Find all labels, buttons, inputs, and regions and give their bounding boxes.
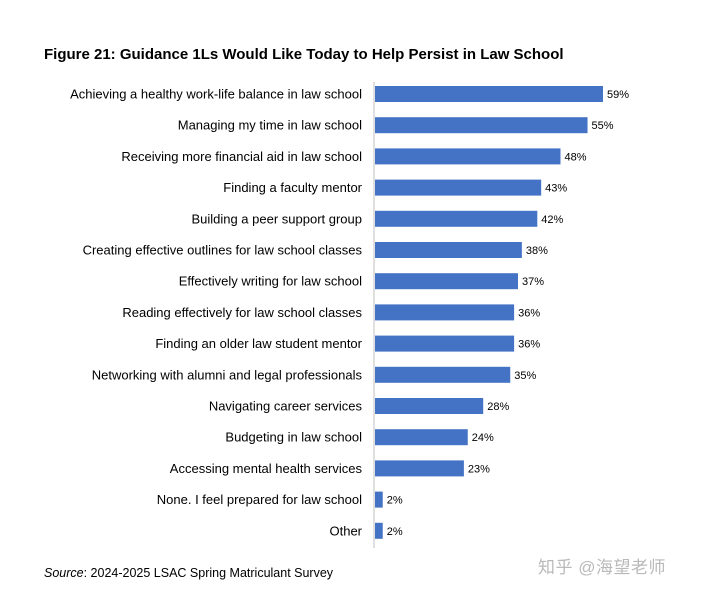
bar [375, 304, 515, 321]
data-label: 48% [564, 151, 586, 163]
category-label: None. I feel prepared for law school [157, 492, 362, 507]
bar [375, 117, 588, 134]
data-label: 2% [387, 495, 403, 507]
bar [375, 429, 468, 446]
chart-source: Source: 2024-2025 LSAC Spring Matriculan… [44, 566, 333, 580]
watermark: 知乎 @海望老师 [538, 558, 666, 577]
bar [375, 335, 515, 352]
data-label: 28% [487, 401, 509, 413]
data-label: 2% [387, 526, 403, 538]
data-label: 42% [541, 214, 563, 226]
bar [375, 491, 383, 508]
bars-group: Achieving a healthy work-life balance in… [70, 82, 629, 548]
bar [375, 210, 538, 227]
category-label: Accessing mental health services [170, 461, 363, 476]
data-label: 36% [518, 339, 540, 351]
category-label: Building a peer support group [191, 211, 362, 226]
category-label: Finding a faculty mentor [223, 180, 362, 195]
category-label: Receiving more financial aid in law scho… [121, 149, 362, 164]
category-label: Budgeting in law school [225, 430, 362, 445]
bar [375, 366, 511, 383]
bar [375, 148, 561, 165]
data-label: 24% [472, 432, 494, 444]
category-label: Finding an older law student mentor [155, 336, 362, 351]
category-label: Creating effective outlines for law scho… [83, 243, 363, 258]
bar [375, 273, 518, 290]
data-label: 38% [526, 245, 548, 257]
category-label: Networking with alumni and legal profess… [92, 367, 363, 382]
data-label: 36% [518, 307, 540, 319]
bar [375, 398, 484, 414]
data-label: 23% [468, 463, 490, 475]
data-label: 55% [592, 120, 614, 132]
category-label: Effectively writing for law school [179, 274, 362, 289]
bar [375, 86, 603, 102]
bar [375, 242, 522, 258]
source-label: Source [44, 566, 84, 580]
chart-title: Figure 21: Guidance 1Ls Would Like Today… [44, 46, 564, 63]
data-label: 35% [514, 370, 536, 382]
category-label: Managing my time in law school [178, 118, 362, 133]
bar [375, 522, 383, 539]
data-label: 59% [607, 89, 629, 101]
category-label: Reading effectively for law school class… [122, 305, 362, 320]
bar [375, 179, 542, 196]
source-text: : 2024-2025 LSAC Spring Matriculant Surv… [83, 566, 334, 580]
data-label: 43% [545, 183, 567, 195]
bar [375, 460, 464, 477]
category-label: Other [329, 523, 362, 538]
category-label: Navigating career services [209, 399, 363, 414]
data-label: 37% [522, 276, 544, 288]
category-label: Achieving a healthy work-life balance in… [70, 87, 362, 102]
